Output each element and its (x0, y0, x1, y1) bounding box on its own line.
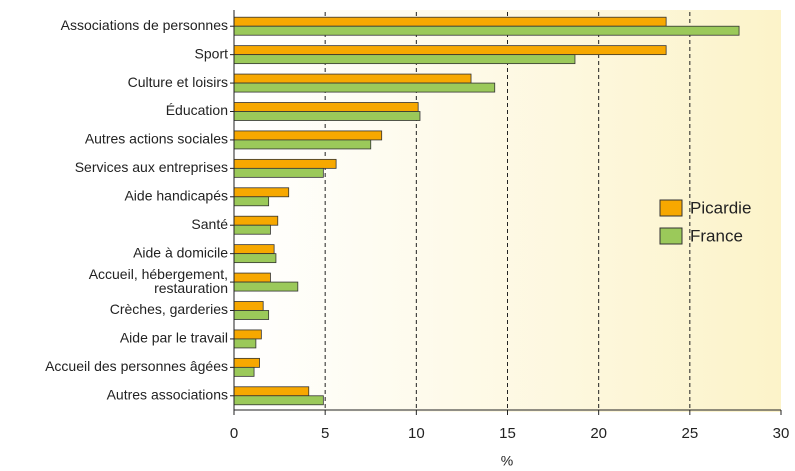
bar (233, 224, 271, 235)
y-tick-label: Sport (195, 45, 229, 61)
bar (233, 111, 421, 121)
x-tick-label: 5 (321, 425, 329, 442)
bar (233, 102, 419, 112)
y-tick-label: Autres associations (107, 386, 228, 402)
bar (233, 338, 257, 349)
x-tick-label: 15 (499, 425, 516, 442)
x-tick-label: 30 (773, 425, 790, 442)
bar (233, 196, 270, 207)
bar (233, 158, 337, 169)
y-tick-label: Autres actions sociales (85, 131, 228, 147)
bar (233, 386, 310, 397)
y-tick-label: Aide par le travail (120, 330, 228, 346)
y-tick-label: Associations de personnes (61, 17, 228, 33)
bar (233, 357, 260, 368)
y-tick-label: Aide à domicile (133, 244, 228, 260)
x-tick-label: 20 (590, 425, 607, 442)
bar (233, 329, 262, 340)
y-tick-label: Services aux entreprises (75, 159, 228, 175)
y-tick-label: Accueil des personnes âgées (45, 358, 228, 374)
y-tick-label: Culture et loisirs (128, 74, 228, 90)
bar (233, 253, 277, 264)
x-tick-label: 10 (408, 425, 425, 442)
bar (233, 301, 264, 311)
bar (233, 73, 472, 84)
bar (233, 281, 299, 292)
bar (233, 310, 270, 320)
legend-label: France (690, 226, 743, 245)
bar (233, 45, 667, 56)
y-tick-label: Santé (191, 216, 228, 232)
bar (233, 139, 372, 150)
bar (233, 54, 576, 65)
bar (233, 215, 279, 226)
bar (233, 82, 496, 93)
bar (233, 272, 271, 283)
x-tick-label: 25 (681, 425, 698, 442)
bar (233, 25, 740, 36)
bar (233, 16, 667, 27)
bar (233, 366, 255, 377)
bar (233, 395, 324, 406)
legend-label: Picardie (690, 198, 751, 217)
bar (233, 244, 275, 255)
bar (233, 130, 383, 141)
x-axis-label: % (501, 453, 513, 469)
y-tick-label: Éducation (166, 102, 228, 118)
bar (233, 167, 324, 178)
legend-swatch (659, 199, 683, 217)
y-tick-label: Crèches, garderies (110, 301, 228, 317)
x-tick-label: 0 (230, 425, 238, 442)
legend-swatch (659, 227, 683, 245)
y-tick-label: Accueil, hébergement, restauration (89, 266, 228, 296)
bar (233, 187, 290, 198)
y-tick-label: Aide handicapés (124, 187, 228, 203)
